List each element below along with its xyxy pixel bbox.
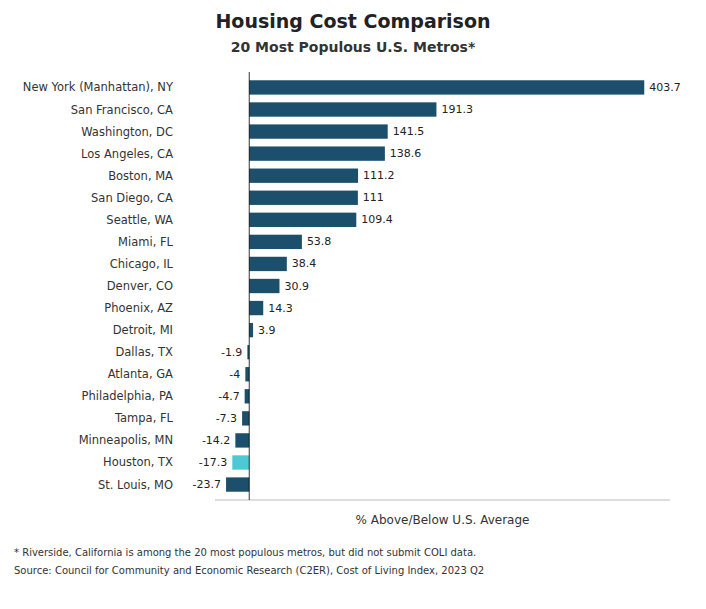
chart: Housing Cost Comparison 20 Most Populous … <box>0 0 706 609</box>
data-label: 14.3 <box>268 302 293 315</box>
data-label: -4.7 <box>218 390 239 403</box>
data-label: 3.9 <box>258 324 276 337</box>
data-label: 138.6 <box>390 147 422 160</box>
bar <box>245 367 249 381</box>
y-tick-label: Houston, TX <box>103 455 173 469</box>
bar <box>242 411 249 425</box>
y-tick-label: Chicago, IL <box>110 257 174 271</box>
subtitle: 20 Most Populous U.S. Metros* <box>231 39 476 55</box>
bar <box>249 80 644 94</box>
bar <box>249 169 358 183</box>
bar <box>245 389 250 403</box>
background <box>0 0 706 609</box>
title: Housing Cost Comparison <box>215 10 490 32</box>
y-tick-label: Los Angeles, CA <box>81 147 173 161</box>
bar <box>249 191 358 205</box>
bar <box>232 455 249 469</box>
y-tick-label: New York (Manhattan), NY <box>23 80 174 94</box>
y-tick-label: Washington, DC <box>81 125 173 139</box>
bar <box>226 477 249 491</box>
data-label: 141.5 <box>393 125 425 138</box>
data-label: -1.9 <box>221 346 242 359</box>
y-tick-label: Denver, CO <box>107 279 173 293</box>
data-label: -23.7 <box>193 478 221 491</box>
bars <box>226 80 644 491</box>
y-tick-label: Boston, MA <box>108 169 173 183</box>
data-label: 111.2 <box>363 169 395 182</box>
x-axis-line <box>215 500 670 501</box>
data-label: -4 <box>229 368 240 381</box>
data-label: -14.2 <box>202 434 230 447</box>
data-label: 38.4 <box>292 257 317 270</box>
bar <box>249 279 279 293</box>
y-tick-label: Philadelphia, PA <box>82 389 174 403</box>
footnote: * Riverside, California is among the 20 … <box>14 547 476 558</box>
y-tick-label: Tampa, FL <box>114 411 174 425</box>
x-axis-label: % Above/Below U.S. Average <box>356 513 530 527</box>
bar <box>249 146 385 160</box>
data-label: 111 <box>363 191 384 204</box>
y-tick-label: Miami, FL <box>118 235 173 249</box>
bar <box>249 301 263 315</box>
y-tick-label: St. Louis, MO <box>98 478 173 492</box>
y-tick-label: Minneapolis, MN <box>79 433 173 447</box>
y-tick-label: Seattle, WA <box>106 213 173 227</box>
data-label: -17.3 <box>199 456 227 469</box>
y-tick-label: San Francisco, CA <box>71 103 173 117</box>
y-tick-label: San Diego, CA <box>91 191 173 205</box>
bar <box>249 102 436 116</box>
data-label: 403.7 <box>649 81 681 94</box>
data-label: -7.3 <box>216 412 237 425</box>
y-tick-label: Detroit, MI <box>113 323 173 337</box>
data-label: 53.8 <box>307 235 332 248</box>
y-tick-label: Phoenix, AZ <box>104 301 173 315</box>
bar <box>249 235 302 249</box>
zero-line <box>249 72 250 500</box>
data-label: 109.4 <box>361 213 393 226</box>
bar <box>249 323 253 337</box>
bar <box>249 124 387 138</box>
bar <box>249 257 287 271</box>
y-tick-label: Dallas, TX <box>115 345 173 359</box>
bar <box>235 433 249 447</box>
data-label: 191.3 <box>441 103 473 116</box>
footnote: Source: Council for Community and Econom… <box>14 565 484 576</box>
y-tick-label: Atlanta, GA <box>108 367 173 381</box>
bar <box>249 213 356 227</box>
data-label: 30.9 <box>284 280 309 293</box>
